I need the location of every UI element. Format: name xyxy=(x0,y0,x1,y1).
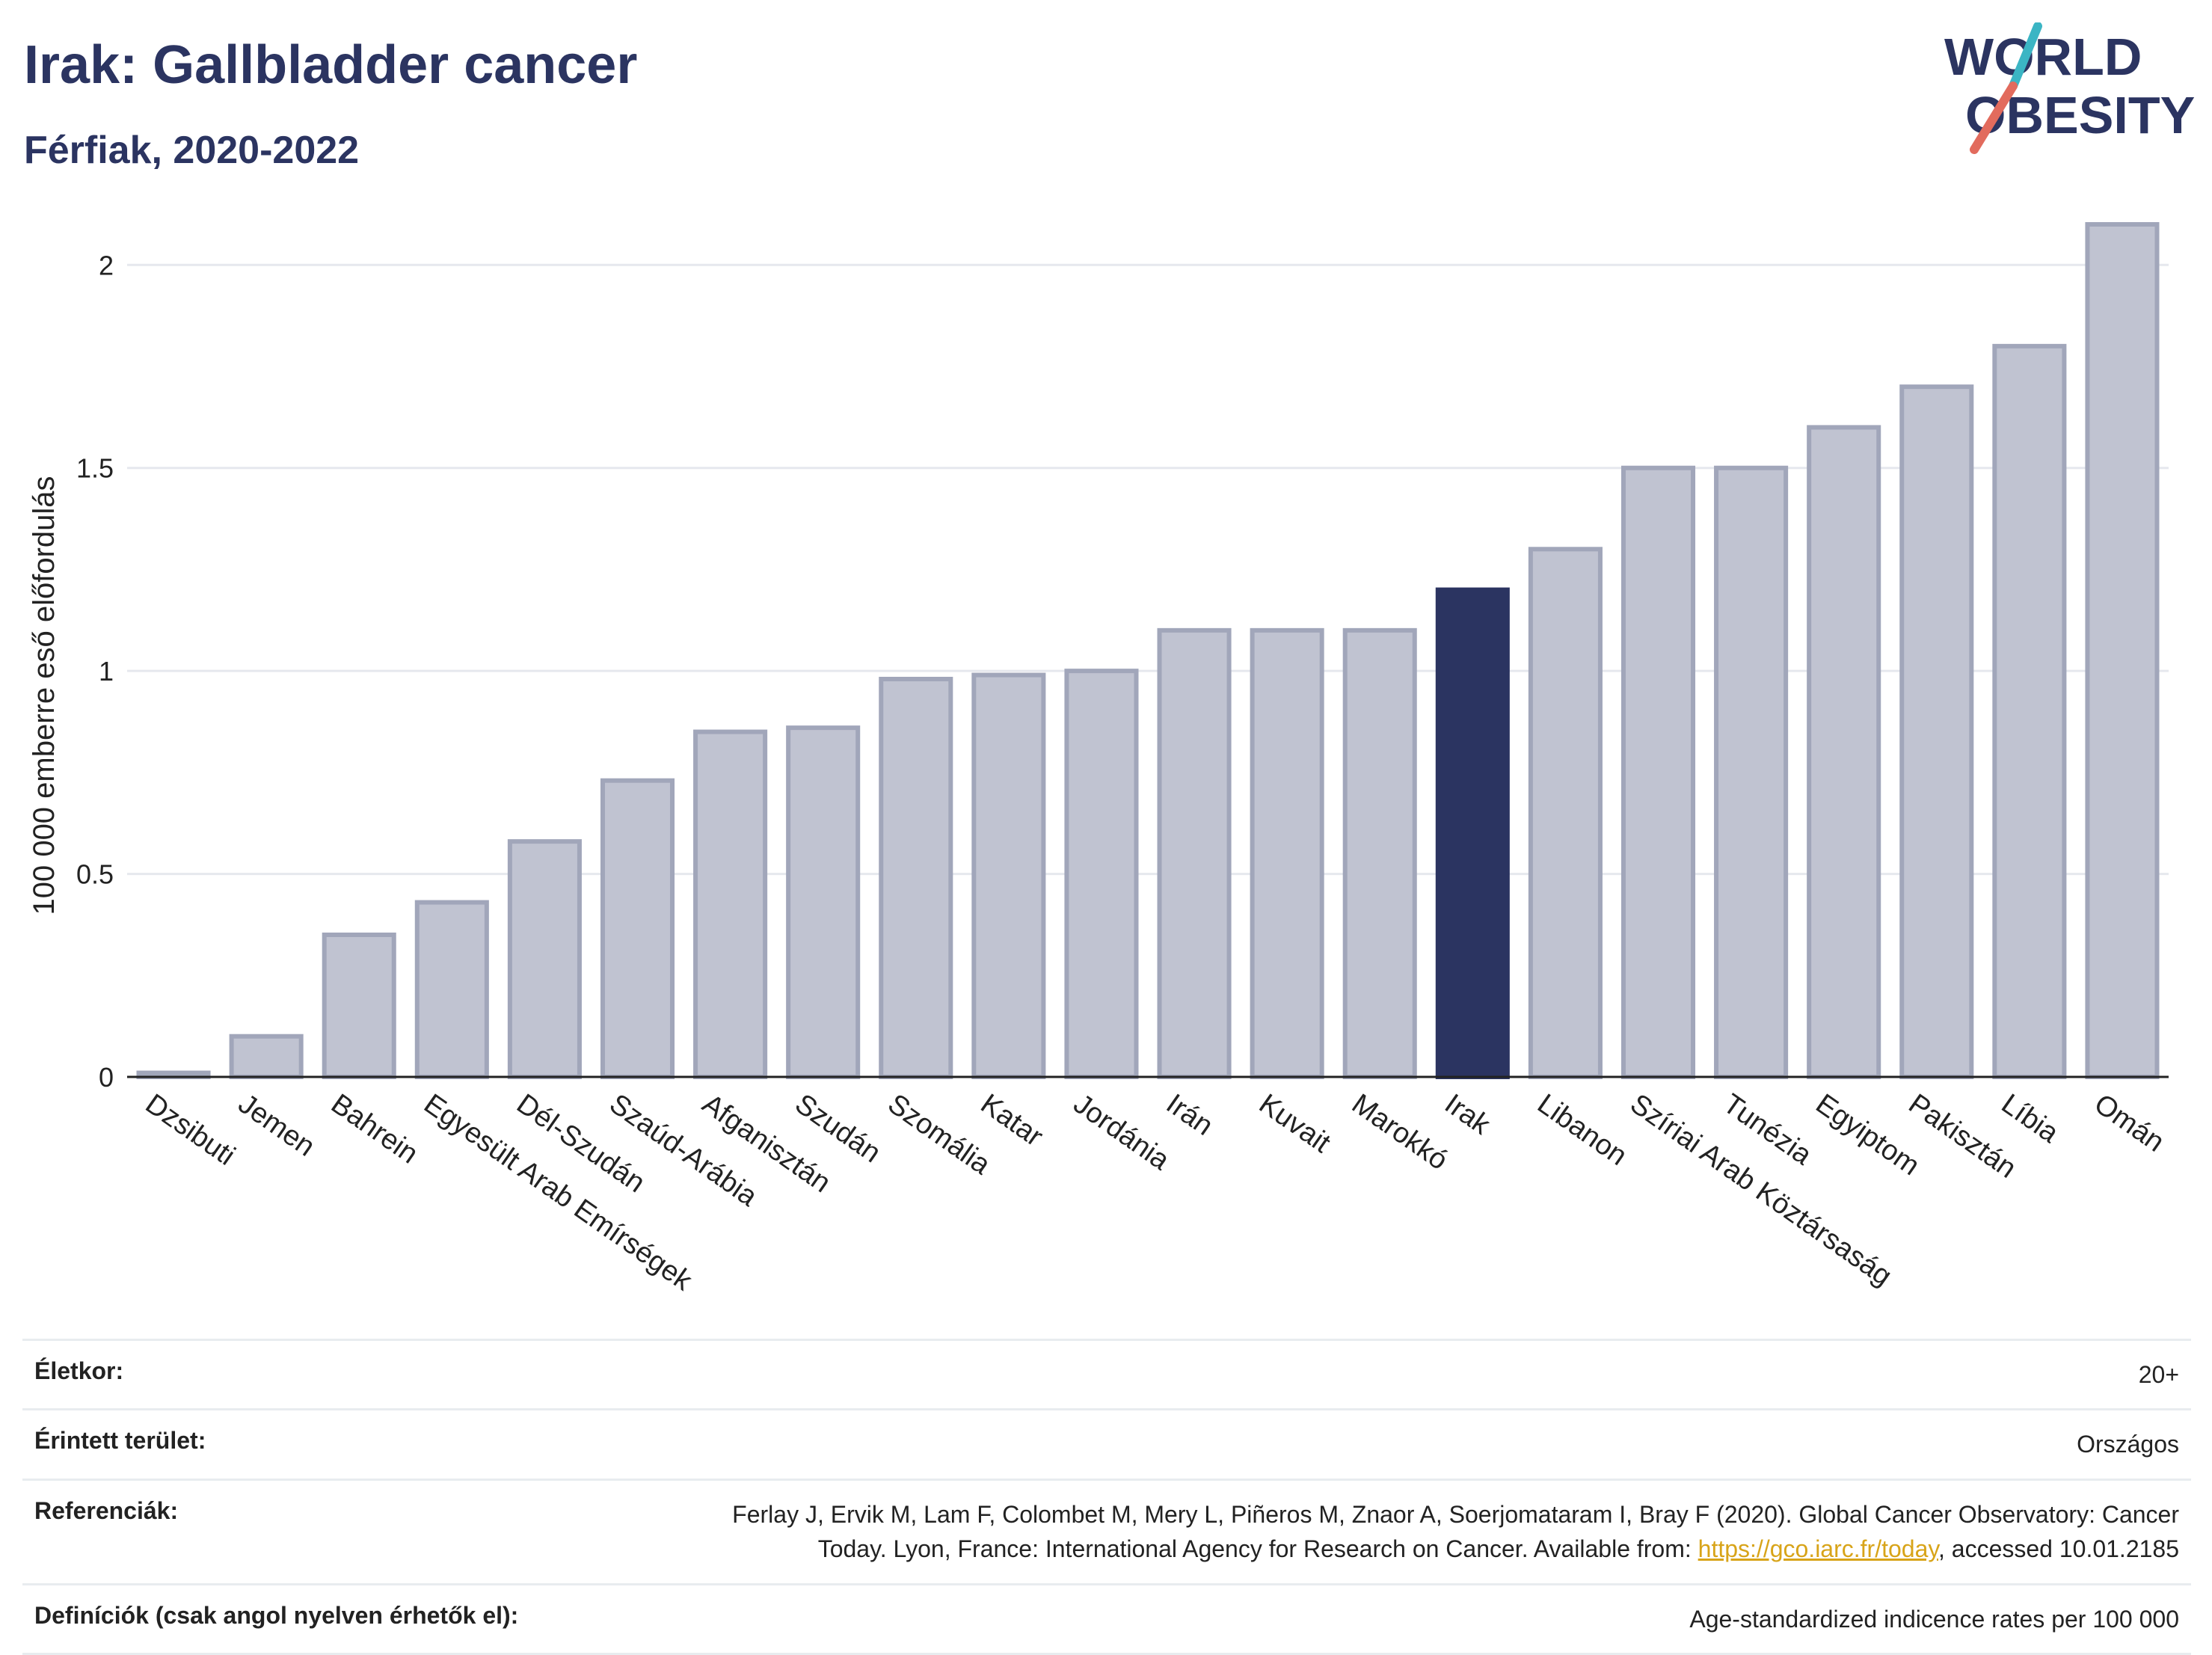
x-tick-label: Omán xyxy=(2089,1088,2170,1158)
x-tick-label: Irak xyxy=(1439,1088,1496,1141)
bar xyxy=(507,839,582,1080)
y-tick-label: 1 xyxy=(99,656,114,687)
chart-subtitle: Férfiak, 2020-2022 xyxy=(24,129,360,172)
metadata-table: Életkor: 20+ Érintett terület: Országos … xyxy=(22,1339,2191,1655)
x-tick-label: Marokkó xyxy=(1346,1088,1453,1176)
bar xyxy=(786,725,861,1080)
y-axis-title: 100 000 emberre eső előfordulás xyxy=(28,476,61,915)
area-value: Országos xyxy=(2077,1431,2179,1458)
bar xyxy=(322,933,396,1079)
references-value: Ferlay J, Ervik M, Lam F, Colombet M, Me… xyxy=(732,1497,2179,1567)
bar xyxy=(1064,669,1139,1079)
bar xyxy=(1714,465,1789,1079)
bar-highlight xyxy=(1435,587,1510,1079)
meta-row-references: Referenciák: Ferlay J, Ervik M, Lam F, C… xyxy=(22,1478,2191,1583)
bar xyxy=(1342,627,1417,1079)
y-tick-label: 2 xyxy=(99,250,114,280)
bar xyxy=(693,729,768,1079)
bar xyxy=(1250,627,1324,1079)
x-tick-label: Kuvait xyxy=(1253,1088,1336,1159)
x-tick-label: Dzsibuti xyxy=(140,1088,241,1172)
logo-word-world: WORLD xyxy=(1944,28,2142,86)
x-tick-label: Líbia xyxy=(1996,1088,2065,1149)
bar xyxy=(879,677,953,1079)
meta-row-definitions: Definíciók (csak angol nyelven érhetők e… xyxy=(22,1582,2191,1655)
area-label: Érintett terület: xyxy=(34,1427,206,1455)
definitions-value: Age-standardized indicence rates per 100… xyxy=(1689,1605,2179,1633)
x-tick-label: Bahrein xyxy=(325,1088,423,1170)
world-obesity-logo: WORLD OBESITY xyxy=(1944,22,2195,154)
logo-slash-coral xyxy=(1970,82,2018,154)
reference-text-line1: Ferlay J, Ervik M, Lam F, Colombet M, Me… xyxy=(732,1500,2179,1528)
x-tick-label: Szomália xyxy=(882,1088,997,1182)
reference-link[interactable]: https://gco.iarc.fr/today xyxy=(1698,1535,1938,1563)
meta-row-age: Életkor: 20+ xyxy=(22,1339,2191,1408)
bar xyxy=(1157,627,1232,1079)
x-tick-label: Jemen xyxy=(233,1088,321,1163)
y-tick-label: 0 xyxy=(99,1062,114,1093)
meta-row-area: Érintett terület: Országos xyxy=(22,1408,2191,1478)
bar xyxy=(2085,222,2160,1079)
logo-slash-teal xyxy=(2009,22,2042,90)
x-tick-label: Jordánia xyxy=(1068,1088,1176,1177)
bar-chart: 0 0.5 1 1.5 2 100 000 emberre eső előfordulás… xyxy=(28,222,2170,1298)
bar xyxy=(1899,384,1974,1079)
bar xyxy=(1528,547,1603,1079)
reference-text-line3: , accessed 10.01.2185 xyxy=(1938,1535,2179,1563)
chart-title: Irak: Gallbladder cancer xyxy=(24,35,638,95)
bar xyxy=(971,672,1046,1079)
x-tick-label: Irán xyxy=(1161,1088,1219,1142)
age-value: 20+ xyxy=(2138,1361,2179,1388)
bar xyxy=(414,900,489,1079)
x-tick-label: Katar xyxy=(975,1088,1049,1153)
bar xyxy=(1992,343,2067,1080)
references-label: Referenciák: xyxy=(34,1496,179,1524)
definitions-label: Definíciók (csak angol nyelven érhetők e… xyxy=(34,1601,519,1629)
bar xyxy=(229,1034,304,1079)
x-tick-label: Libanon xyxy=(1531,1088,1632,1172)
x-tick-label: Egyiptom xyxy=(1810,1088,1926,1182)
y-tick-label: 1.5 xyxy=(76,453,114,484)
bar xyxy=(1807,425,1881,1079)
age-label: Életkor: xyxy=(34,1357,124,1384)
bar xyxy=(600,778,675,1079)
reference-text-line2: Today. Lyon, France: International Agenc… xyxy=(817,1535,1698,1563)
y-tick-label: 0.5 xyxy=(76,859,114,890)
bar xyxy=(1620,465,1696,1079)
